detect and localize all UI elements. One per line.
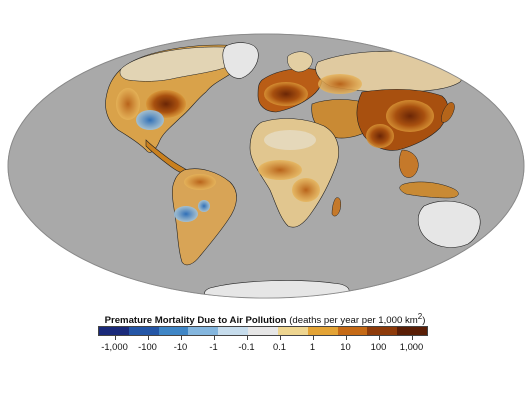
region-russia-west (318, 74, 362, 94)
legend-tick-mark (378, 336, 380, 340)
legend-color-bar (98, 326, 428, 336)
land-new-zealand (481, 243, 491, 258)
legend-title-bold: Premature Mortality Due to Air Pollution (104, 315, 287, 327)
land-greenland (222, 42, 259, 79)
legend: Premature Mortality Due to Air Pollution… (95, 312, 435, 360)
region-africa-central (292, 178, 320, 202)
legend-tick-mark (147, 336, 149, 340)
legend-tick-mark (411, 336, 413, 340)
legend-tick-label: -0.1 (238, 341, 255, 352)
region-south-america-negative-2 (198, 200, 210, 212)
region-china (386, 100, 434, 132)
region-africa-west (258, 160, 302, 180)
legend-swatch (218, 327, 249, 335)
legend-tick-label: -10 (173, 341, 188, 352)
legend-title-units: (deaths per year per 1,000 km (289, 315, 418, 327)
region-us-west (116, 88, 140, 120)
legend-tick-label: 0.1 (272, 341, 287, 352)
land-southeast-asia (399, 149, 419, 178)
legend-tick-label: 1 (309, 341, 316, 352)
globe-outline (7, 33, 525, 299)
land-canada (119, 46, 242, 82)
legend-swatch (307, 327, 338, 335)
land-australia (417, 200, 481, 248)
legend-title: Premature Mortality Due to Air Pollution… (95, 312, 435, 326)
legend-swatch (158, 327, 189, 335)
legend-swatch (99, 327, 129, 335)
region-india (366, 124, 394, 148)
legend-tick-label: -100 (138, 341, 157, 352)
region-sahara (264, 130, 316, 150)
region-south-america-north (184, 174, 216, 190)
legend-tick-mark (246, 336, 248, 340)
legend-swatch (397, 327, 427, 335)
legend-tick-label: -1 (209, 341, 218, 352)
region-south-america-negative (174, 206, 198, 222)
legend-tick-label: -1,000 (101, 341, 128, 352)
legend-swatch (277, 327, 308, 335)
legend-swatch (367, 327, 398, 335)
legend-ticks: -1,000 -100 -10 -1 -0.1 0.1 1 10 100 1,000 (98, 336, 428, 360)
legend-tick-mark (345, 336, 347, 340)
legend-swatch (128, 327, 159, 335)
legend-swatch (337, 327, 368, 335)
land-layer (105, 42, 491, 298)
legend-tick-mark (180, 336, 182, 340)
land-antarctica (204, 280, 350, 298)
land-south-america (172, 168, 237, 266)
legend-tick-label: 1,000 (399, 341, 424, 352)
land-scandinavia (287, 51, 313, 73)
land-japan (441, 102, 455, 123)
legend-tick-label: 10 (340, 341, 351, 352)
legend-title-close: ) (422, 315, 426, 327)
legend-tick-label: 100 (370, 341, 387, 352)
land-indonesia (399, 181, 459, 199)
legend-swatch (188, 327, 219, 335)
region-europe-core (264, 82, 308, 106)
legend-tick-mark (213, 336, 215, 340)
legend-swatch (248, 327, 278, 335)
legend-tick-mark (114, 336, 116, 340)
land-madagascar (331, 197, 342, 217)
legend-tick-mark (312, 336, 314, 340)
legend-title-superscript: 2 (417, 312, 423, 321)
region-us-southeast-negative (136, 110, 164, 130)
legend-tick-mark (279, 336, 281, 340)
